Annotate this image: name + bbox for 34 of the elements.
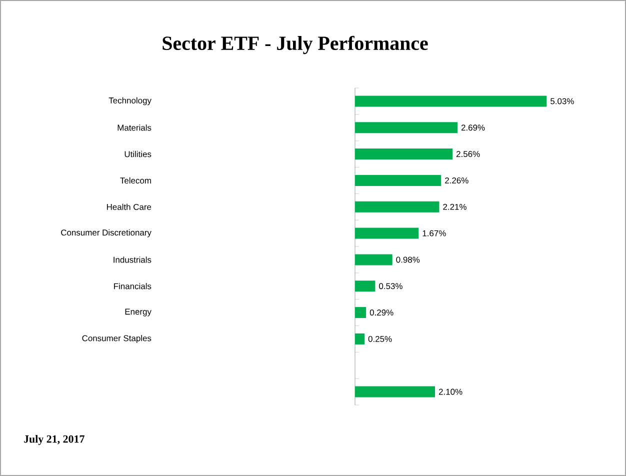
y-tick-label: Telecom (120, 177, 151, 184)
y-tick-label: Health Care (106, 204, 152, 210)
bar (355, 96, 547, 107)
data-label: 2.26% (445, 177, 468, 184)
chart-title: Sector ETF - July Performance (162, 36, 428, 54)
y-tick-label: Utilities (124, 150, 152, 158)
y-tick-label: Consumer Discretionary (61, 229, 152, 238)
bar (355, 386, 436, 398)
data-label: 2.21% (443, 204, 466, 210)
data-label: 2.10% (438, 388, 462, 395)
y-tick-label: Materials (118, 124, 152, 131)
bar (355, 148, 453, 160)
bar (355, 201, 440, 212)
bar (355, 228, 419, 239)
y-tick-label: Consumer Staples (82, 334, 152, 343)
data-label: 0.53% (379, 283, 402, 290)
data-label: 2.69% (461, 124, 485, 131)
bar (355, 254, 392, 266)
data-label: 5.03% (550, 98, 574, 104)
bar (355, 122, 458, 134)
bar (355, 333, 365, 344)
bar (355, 174, 442, 186)
data-label: 0.25% (368, 336, 392, 342)
y-tick-label: Energy (125, 308, 152, 316)
y-tick-label: Industrials (114, 256, 152, 263)
data-label: 2.56% (456, 151, 480, 158)
bar (355, 280, 376, 292)
data-label: 1.67% (422, 230, 446, 236)
text: July 21, 2017 (24, 435, 84, 445)
data-label: 0.29% (370, 310, 394, 316)
data-label: 0.98% (396, 256, 420, 263)
y-tick-label: Technology (108, 97, 152, 106)
y-tick-label: Financials (114, 283, 152, 290)
bar (355, 307, 366, 318)
